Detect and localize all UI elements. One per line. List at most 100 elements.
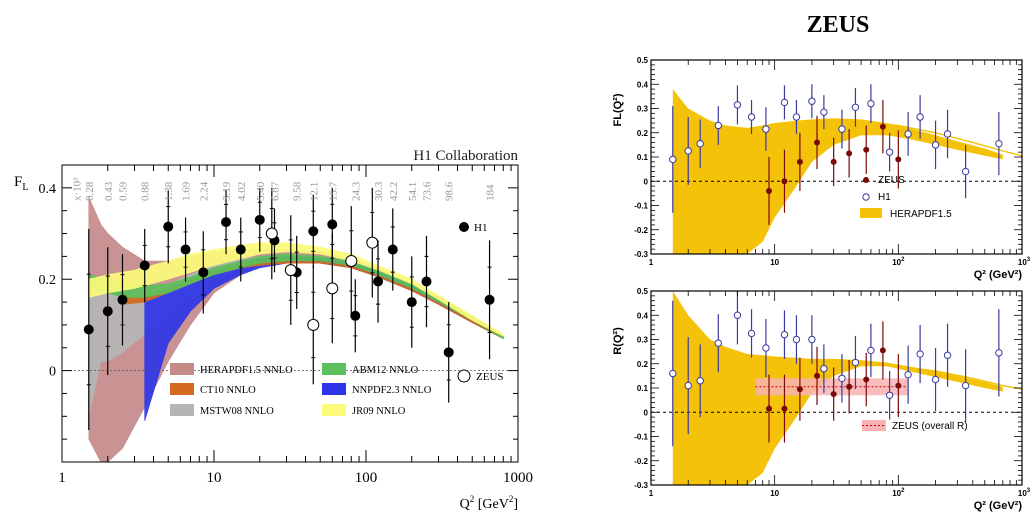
y-tick-label: -0.3 [634, 250, 648, 259]
top-x-label: 2.24 [198, 181, 210, 201]
top-x-label: 5.40 [255, 181, 267, 201]
h1-point [808, 335, 816, 344]
h1-point [373, 276, 384, 287]
top-x-label: 73.6 [421, 181, 433, 201]
top-x-label: 0.59 [117, 181, 129, 201]
top-x-label: 42.2 [388, 182, 400, 201]
zeus-point [814, 372, 821, 379]
top-x-label: 9.58 [292, 181, 304, 201]
y-tick-label: 0.1 [637, 384, 649, 393]
y-tick-label: 0.5 [637, 287, 649, 296]
zeus-point [265, 227, 278, 240]
h1-point [792, 113, 801, 121]
x-axis-label: Q2 [GeV2] [460, 494, 518, 512]
h1-point [421, 276, 432, 287]
h1-point [484, 294, 495, 305]
h1-point [851, 358, 860, 367]
y-tick-label: 0 [644, 408, 649, 417]
top-x-labels: x·10³ 0.28 0.43 0.59 0.88 1.38 1.69 2.24 3.19 4.0… [72, 177, 497, 201]
zeus-point [366, 236, 379, 249]
h1-point [235, 244, 246, 255]
h1-point [163, 221, 174, 232]
h1-point [851, 103, 860, 111]
x-tick-label: 1 [649, 489, 654, 498]
y-tick-label: 0 [49, 365, 56, 380]
legend-label: HERAPDF1.5 NNLO [200, 365, 293, 376]
herapdf-band [672, 291, 1003, 485]
h1-point [931, 375, 940, 384]
h1-point [350, 310, 361, 321]
h1-point [780, 98, 789, 107]
legend-band-swatch [860, 208, 882, 218]
zeus-point [879, 347, 886, 354]
zeus-point [766, 187, 773, 194]
axis-ticks: 0 0.2 0.4 1 10 100 1000 [39, 165, 533, 486]
h1-point [669, 369, 677, 378]
zeus-r-panel: -0.3 -0.2 -0.1 0 0.1 0.2 0.3 0.4 0.5 1 10 102 103 R(Q… [612, 287, 1031, 512]
herapdf-curve [774, 121, 1022, 157]
x-tick-label: 1 [649, 258, 654, 267]
legend-label: JR09 NNLO [352, 406, 406, 417]
zeus-point [781, 178, 788, 185]
x-tick-label: 10 [770, 489, 779, 498]
legend-label: H1 [878, 192, 891, 203]
y-tick-label: 0.1 [637, 153, 649, 162]
zeus-title: ZEUS [807, 12, 870, 38]
legend-label: ABM12 NNLO [352, 365, 419, 376]
top-x-label: 6.87 [269, 181, 281, 201]
pdf-bands [88, 196, 504, 462]
h1-point [117, 294, 128, 305]
legend-swatch [170, 383, 194, 395]
zeus-point [307, 318, 320, 331]
zeus-point [814, 139, 821, 146]
legend-swatch [322, 363, 346, 375]
herapdf-band [672, 89, 1003, 254]
h1-point [762, 125, 770, 133]
band-jr09-nnlo [88, 242, 504, 337]
top-x-label: 1.38 [163, 181, 175, 201]
y-axis-label: FL(Q²) [612, 93, 624, 126]
x-tick-label: 103 [1018, 257, 1031, 267]
zeus-point [830, 391, 837, 398]
h1-point [714, 121, 722, 130]
y-tick-label: -0.1 [634, 202, 648, 211]
h1-point [792, 335, 801, 344]
x-tick-label: 10 [207, 470, 222, 486]
h1-point [867, 346, 875, 355]
legend-label: H1 [474, 222, 487, 234]
h1-point [387, 244, 398, 255]
top-x-label: 0.28 [84, 181, 96, 201]
zeus-fl-panel: -0.3 -0.2 -0.1 0 0.1 0.2 0.3 0.4 0.5 1 10 102 103 FL(… [612, 56, 1031, 281]
legend-label: HERAPDF1.5 [890, 209, 952, 220]
zeus-point [796, 386, 803, 393]
zeus-point [863, 376, 870, 383]
top-x-label: 24.3 [350, 181, 362, 201]
h1-point [820, 364, 828, 373]
y-axis-label: FL [14, 174, 28, 193]
h1-point [308, 226, 319, 237]
legend-swatch [170, 363, 194, 375]
h1-point [443, 347, 454, 358]
y-tick-label: 0.3 [637, 105, 649, 114]
h1-point [83, 324, 94, 335]
zeus-point [895, 382, 902, 389]
top-x-label: 3.19 [221, 181, 233, 201]
h1-point [139, 260, 150, 271]
h1-point [327, 219, 338, 230]
top-x-label: 184 [485, 184, 497, 201]
top-x-label: x·10³ [72, 177, 84, 201]
h1-point [961, 167, 970, 176]
h1-point [696, 139, 704, 148]
legend-label: ZEUS (overall R) [892, 421, 968, 432]
h1-point [904, 130, 912, 138]
h1-point [820, 108, 828, 116]
h1-fl-panel: 0 0.2 0.4 1 10 100 1000 x·10³ 0.28 0.43 0.59 0.88 1… [14, 148, 533, 512]
zeus-point [345, 254, 358, 267]
x-tick-label: 102 [892, 257, 905, 267]
h1-point [808, 97, 816, 105]
h1-point [684, 147, 692, 155]
top-x-label: 4.02 [236, 182, 248, 201]
y-tick-label: -0.2 [634, 226, 648, 235]
zeus-point [863, 146, 870, 153]
